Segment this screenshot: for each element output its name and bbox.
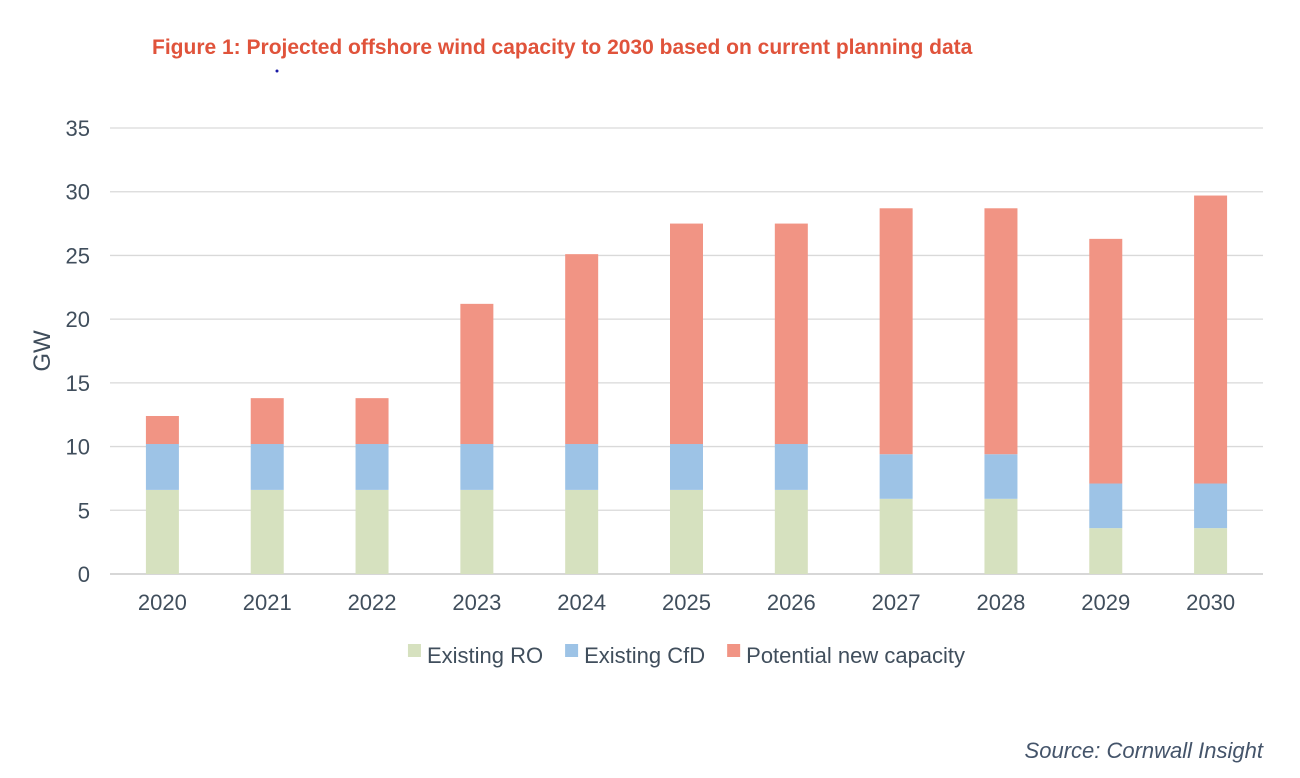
x-tick-label: 2026 xyxy=(767,590,816,615)
x-tick-label: 2029 xyxy=(1081,590,1130,615)
legend-swatch-existing-ro xyxy=(407,644,421,657)
bar-segment-existing-cfd xyxy=(1089,483,1123,529)
y-tick-label: 0 xyxy=(78,562,90,587)
bar-segment-potential-new-capacity xyxy=(774,223,808,445)
x-tick-label: 2030 xyxy=(1186,590,1235,615)
bar-segment-existing-ro xyxy=(1089,528,1123,574)
legend-swatch-potential-new-capacity xyxy=(727,644,741,657)
bar-segment-potential-new-capacity xyxy=(460,303,494,445)
bar-segment-potential-new-capacity xyxy=(145,415,179,445)
bar-segment-existing-cfd xyxy=(565,444,599,490)
x-tick-label: 2028 xyxy=(976,590,1025,615)
bar-segment-potential-new-capacity xyxy=(355,398,389,445)
bar-segment-existing-ro xyxy=(355,489,389,574)
bar-segment-existing-ro xyxy=(670,489,703,574)
bar-segment-existing-ro xyxy=(1194,528,1228,574)
bar-segment-existing-cfd xyxy=(250,444,284,490)
bar-segment-existing-ro xyxy=(565,489,599,574)
x-tick-label: 2021 xyxy=(243,590,292,615)
bar-segment-potential-new-capacity xyxy=(1089,238,1123,484)
x-tick-label: 2020 xyxy=(138,590,187,615)
legend-label-existing-cfd: Existing CfD xyxy=(584,643,705,668)
bar-segment-existing-cfd xyxy=(879,454,913,499)
bar-segment-existing-ro xyxy=(879,498,913,574)
bars xyxy=(145,195,1228,574)
bar-segment-existing-cfd xyxy=(774,444,808,490)
bar-segment-potential-new-capacity xyxy=(250,398,284,445)
source-note: Source: Cornwall Insight xyxy=(1024,738,1263,763)
bar-segment-existing-ro xyxy=(460,489,494,574)
y-tick-label: 10 xyxy=(66,435,90,460)
bar-segment-existing-ro xyxy=(774,489,808,574)
legend-label-potential-new-capacity: Potential new capacity xyxy=(746,643,965,668)
legend: Existing RO Existing CfD Potential new cap… xyxy=(407,643,965,668)
bar-segment-existing-cfd xyxy=(1194,483,1228,529)
x-tick-label: 2025 xyxy=(662,590,711,615)
chart-title: Figure 1: Projected offshore wind capaci… xyxy=(152,36,973,59)
y-tick-label: 5 xyxy=(78,498,90,523)
bar-segment-existing-cfd xyxy=(984,454,1018,499)
bar-segment-existing-cfd xyxy=(460,444,494,490)
bar-segment-potential-new-capacity xyxy=(879,208,913,455)
bar-segment-existing-cfd xyxy=(355,444,389,490)
x-tick-label: 2024 xyxy=(557,590,606,615)
y-tick-label: 30 xyxy=(66,180,90,205)
bar-segment-existing-cfd xyxy=(670,444,703,490)
stray-dot xyxy=(275,69,279,73)
bar-segment-potential-new-capacity xyxy=(670,223,703,445)
bar-segment-existing-ro xyxy=(984,498,1018,574)
legend-label-existing-ro: Existing RO xyxy=(427,643,543,668)
bar-segment-potential-new-capacity xyxy=(565,254,599,445)
y-tick-label: 35 xyxy=(66,116,90,141)
bar-segment-existing-ro xyxy=(145,489,179,574)
bar-segment-existing-cfd xyxy=(145,444,179,490)
x-tick-label: 2023 xyxy=(452,590,501,615)
y-tick-label: 15 xyxy=(66,371,90,396)
y-axis-title: GW xyxy=(29,330,56,372)
x-tick-label: 2027 xyxy=(872,590,921,615)
bar-segment-potential-new-capacity xyxy=(1194,195,1228,484)
y-tick-label: 25 xyxy=(66,243,90,268)
legend-swatch-existing-cfd xyxy=(565,644,579,657)
x-tick-label: 2022 xyxy=(348,590,397,615)
y-tick-label: 20 xyxy=(66,307,90,332)
bar-segment-potential-new-capacity xyxy=(984,208,1018,455)
bar-segment-existing-ro xyxy=(250,489,284,574)
